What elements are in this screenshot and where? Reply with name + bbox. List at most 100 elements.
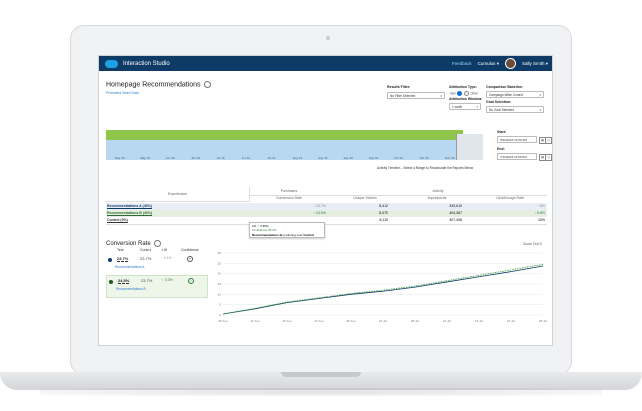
experience-name[interactable]: Recommendations B (40%)	[107, 211, 153, 215]
visitors-value: 8,070	[379, 211, 388, 215]
y-tick-label: 5	[219, 303, 221, 307]
y-tick-label: 25	[218, 261, 222, 265]
attribution-type-label: Attribution Type:	[449, 85, 477, 89]
check-icon: ✓	[188, 278, 194, 284]
ctr-value: ↑ 8%	[537, 204, 545, 208]
timeline-tick-label: Jul '16	[241, 156, 250, 160]
info-icon[interactable]	[153, 240, 161, 247]
chevron-down-icon: ▾	[539, 108, 541, 112]
impressions-value: 433,610	[449, 204, 462, 208]
attribution-other-radio[interactable]	[464, 91, 470, 96]
chevron-down-icon: ▾	[496, 60, 499, 66]
feedback-link[interactable]: Feedback	[451, 61, 472, 66]
laptop-base	[0, 372, 642, 390]
timeline-tick-label: Jul '16	[267, 156, 276, 160]
header-experiences: Experiences	[106, 187, 250, 202]
app-screen: Interaction Studio Feedback Cumulus ▾ Sa…	[98, 55, 553, 346]
attribution-item-radio[interactable]	[457, 91, 463, 96]
y-tick-label: 20	[218, 272, 222, 276]
timeline-tick-label: Aug '16	[292, 156, 303, 160]
timeline-tick-label: Sep '16	[368, 156, 379, 160]
timeline-tick-label: Oct '16	[394, 156, 403, 160]
impressions-value: 404,367	[449, 211, 462, 215]
goal-selection-label: Goal Selection:	[486, 100, 512, 104]
experience-name[interactable]: Control (0%)	[107, 218, 128, 222]
zoom-out-button[interactable]: Zoom Out ⚲	[523, 242, 542, 246]
zoom-out-label: Zoom Out	[523, 242, 539, 246]
series-name: Recommendations B	[116, 287, 146, 291]
header-impressions[interactable]: Impressions	[427, 196, 447, 200]
user-name: Sally Smith	[521, 60, 545, 66]
page-subtitle[interactable]: Promoted Store Data	[106, 91, 139, 95]
list-item[interactable]: 24.5% 23.7% ↑ 3.3% ✓ Recommendations B	[106, 275, 208, 298]
tooltip-lift: Lift: ↑ 3.39%	[252, 224, 269, 228]
lift-value: ↑ 0.1%	[161, 256, 172, 260]
comparison-baseline-value: Campaign-Wide Control	[489, 93, 524, 97]
timeline-activity-band[interactable]	[106, 130, 463, 140]
tooltip-confidence: Confidence 95.2%	[252, 228, 277, 233]
timeline-range-band[interactable]	[106, 140, 463, 160]
start-date-input[interactable]: 5/30/2016 12:00 AM	[497, 136, 537, 143]
clock-icon[interactable]: ◷	[545, 137, 552, 144]
attribution-other-label: Other	[470, 91, 479, 96]
x-tick-label: 16 Jun	[282, 319, 291, 323]
user-menu[interactable]: Sally Smith ▾	[522, 61, 548, 67]
comparison-baseline-label: Comparison Baseline:	[486, 85, 523, 89]
results-filter-label: Results Filter:	[387, 85, 411, 89]
timeline-selected-range[interactable]	[456, 134, 483, 160]
series-a-bullet	[108, 258, 112, 262]
x-tick-label: 11 Jul	[443, 319, 451, 323]
attribution-window-select[interactable]: 1 week ▾	[449, 103, 481, 110]
tooltip-winner-name: Recommendations B	[252, 232, 282, 237]
table-row[interactable]: Control (0%) 8,110 407,408 10%	[106, 217, 547, 225]
conversion-value: ↑ 24.5%	[313, 211, 326, 215]
header-conversion-rate[interactable]: Conversion Rate	[275, 196, 303, 200]
y-tick-label: 10	[218, 292, 222, 296]
x-tick-label: 06 Jul	[411, 319, 419, 323]
attribution-window-label: Attribution Window:	[449, 97, 483, 101]
results-filter-value: No Filter Selected	[390, 94, 416, 98]
ctr-value: ↑ 8.8%	[534, 211, 545, 215]
lift-value: ↑ 3.3%	[162, 278, 173, 282]
x-tick-label: 11 Jun	[251, 319, 260, 323]
y-tick-label: 30	[218, 251, 222, 255]
header-clickthrough-rate[interactable]: Clickthrough Rate	[496, 196, 524, 200]
chevron-down-icon: ▾	[539, 93, 541, 97]
x-tick-label: 26 Jul	[539, 319, 547, 323]
experience-name[interactable]: Recommendations A (40%)	[107, 204, 152, 208]
series-line[interactable]	[222, 263, 544, 315]
tooltip-winner: Recommendations B is winning over Contro…	[252, 233, 322, 237]
org-switcher[interactable]: Cumulus ▾	[478, 61, 499, 67]
org-name: Cumulus	[477, 60, 496, 66]
conversion-rate-chart[interactable]: 0 5 10 15 20 25 30 06 Jun 11 Jun 16 Jun 21 Jun 26 J…	[211, 249, 549, 327]
x-tick-label: 26 Jun	[346, 319, 355, 323]
comparison-baseline-select[interactable]: Campaign-Wide Control ▾	[486, 91, 544, 98]
app-title: Interaction Studio	[123, 60, 170, 67]
info-icon[interactable]	[203, 81, 211, 88]
end-date-input[interactable]: 7/10/2016 11:59 PM	[497, 153, 537, 160]
attribution-item-label: Item	[450, 91, 457, 96]
question-icon: ?	[187, 256, 193, 262]
timeline-tick-label: Jul '16	[216, 156, 225, 160]
test-value: 23.7%	[117, 256, 129, 262]
results-filter-select[interactable]: No Filter Selected ▾	[387, 92, 445, 99]
timeline-tick-label: Oct '16	[419, 156, 429, 160]
page-title: Homepage Recommendations	[106, 81, 211, 88]
avatar[interactable]	[504, 58, 516, 69]
series-line[interactable]	[222, 265, 544, 315]
header-unique-visitors[interactable]: Unique Visitors	[353, 196, 377, 200]
goal-selection-value: No Goal Selected	[489, 108, 514, 112]
goal-selection-select[interactable]: No Goal Selected ▾	[486, 106, 544, 113]
conversion-rate-title: Conversion Rate	[106, 240, 161, 247]
x-tick-label: 01 Jul	[379, 319, 387, 323]
series-b-bullet	[109, 280, 113, 284]
timeline-tick-label: Aug '16	[318, 156, 328, 160]
timeline-tick-label: Jun '16	[191, 156, 201, 160]
x-tick-label: 21 Jul	[507, 319, 515, 323]
table-row[interactable]: Recommendations B (40%) ↑ 24.5% 8,070 40…	[106, 210, 547, 217]
magnifier-icon: ⚲	[539, 242, 543, 246]
clock-icon[interactable]: ◷	[545, 154, 552, 161]
list-item[interactable]: 23.7% 23.7% ↑ 0.1% ? Recommendations A	[106, 254, 206, 275]
table-row[interactable]: Recommendations A (40%) ↑ 23.7% 8,412 43…	[106, 203, 547, 210]
header-purchases: Purchases	[249, 187, 329, 196]
